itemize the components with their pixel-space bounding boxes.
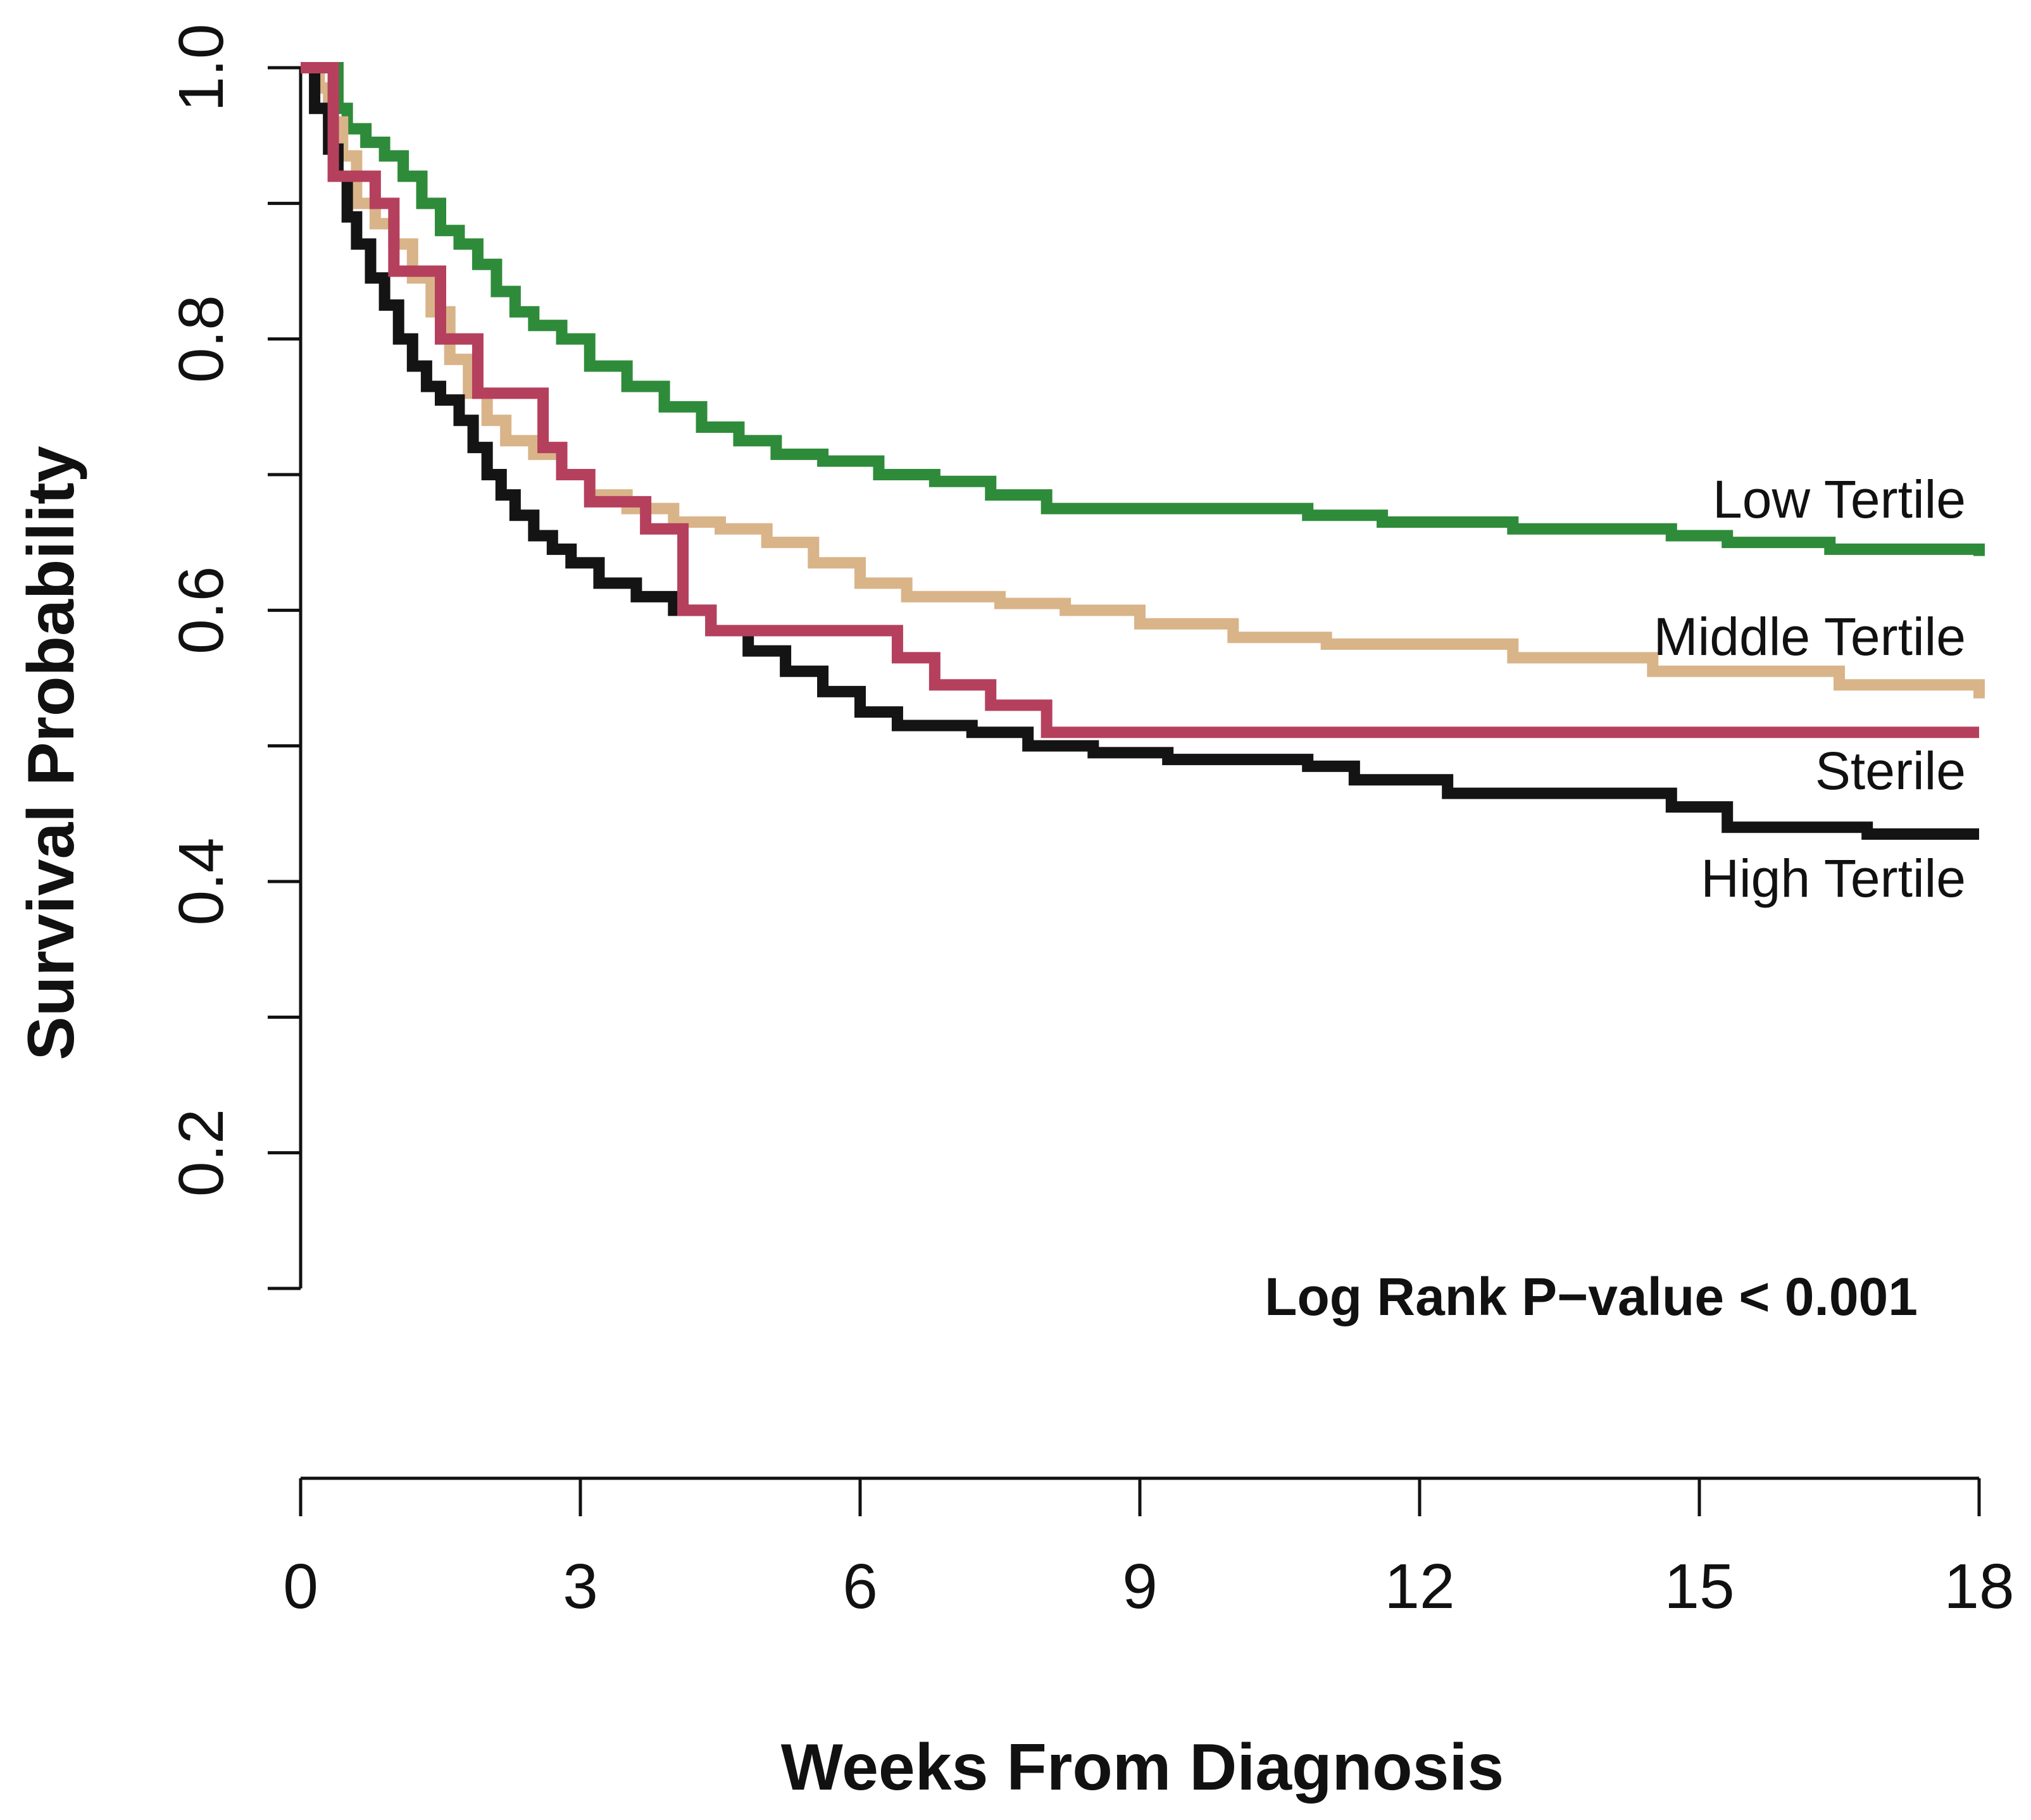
y-tick-label: 0.4 (166, 837, 237, 925)
series-line-high-tertile (301, 62, 1979, 840)
x-tick-label: 3 (563, 1551, 598, 1622)
series-label-middle-tertile: Middle Tertile (1654, 607, 1966, 666)
series-labels: Low Tertile Middle Tertile Sterile High Ter… (1654, 470, 1966, 908)
series-line-middle-tertile (301, 62, 1985, 699)
y-axis-title: Survival Probability (15, 446, 88, 1060)
log-rank-annotation: Log Rank P−value < 0.001 (1265, 1267, 1918, 1326)
y-tick-label: 0.2 (166, 1109, 237, 1197)
x-axis-title: Weeks From Diagnosis (781, 1731, 1504, 1804)
series-line-sterile (301, 62, 1979, 739)
y-tick-label: 1.0 (166, 23, 237, 111)
x-tick-label: 18 (1944, 1551, 2014, 1622)
series-lines (301, 62, 1985, 840)
series-label-sterile: Sterile (1815, 741, 1966, 801)
y-tick-label: 0.8 (166, 295, 237, 383)
series-label-low-tertile: Low Tertile (1713, 470, 1966, 529)
y-axis: 0.2 0.4 0.6 0.8 1.0 (166, 23, 303, 1290)
x-tick-label: 15 (1664, 1551, 1734, 1622)
x-axis: 0 3 6 9 12 15 18 (283, 1476, 2015, 1622)
y-ticks: 0.2 0.4 0.6 0.8 1.0 (166, 23, 301, 1290)
series-label-high-tertile: High Tertile (1701, 849, 1966, 908)
x-tick-label: 0 (283, 1551, 318, 1622)
x-tick-label: 12 (1384, 1551, 1454, 1622)
series-line-low-tertile (301, 62, 1985, 556)
x-tick-label: 6 (842, 1551, 878, 1622)
x-tick-label: 9 (1122, 1551, 1158, 1622)
x-ticks: 0 3 6 9 12 15 18 (283, 1478, 2015, 1622)
y-tick-label: 0.6 (166, 566, 237, 654)
